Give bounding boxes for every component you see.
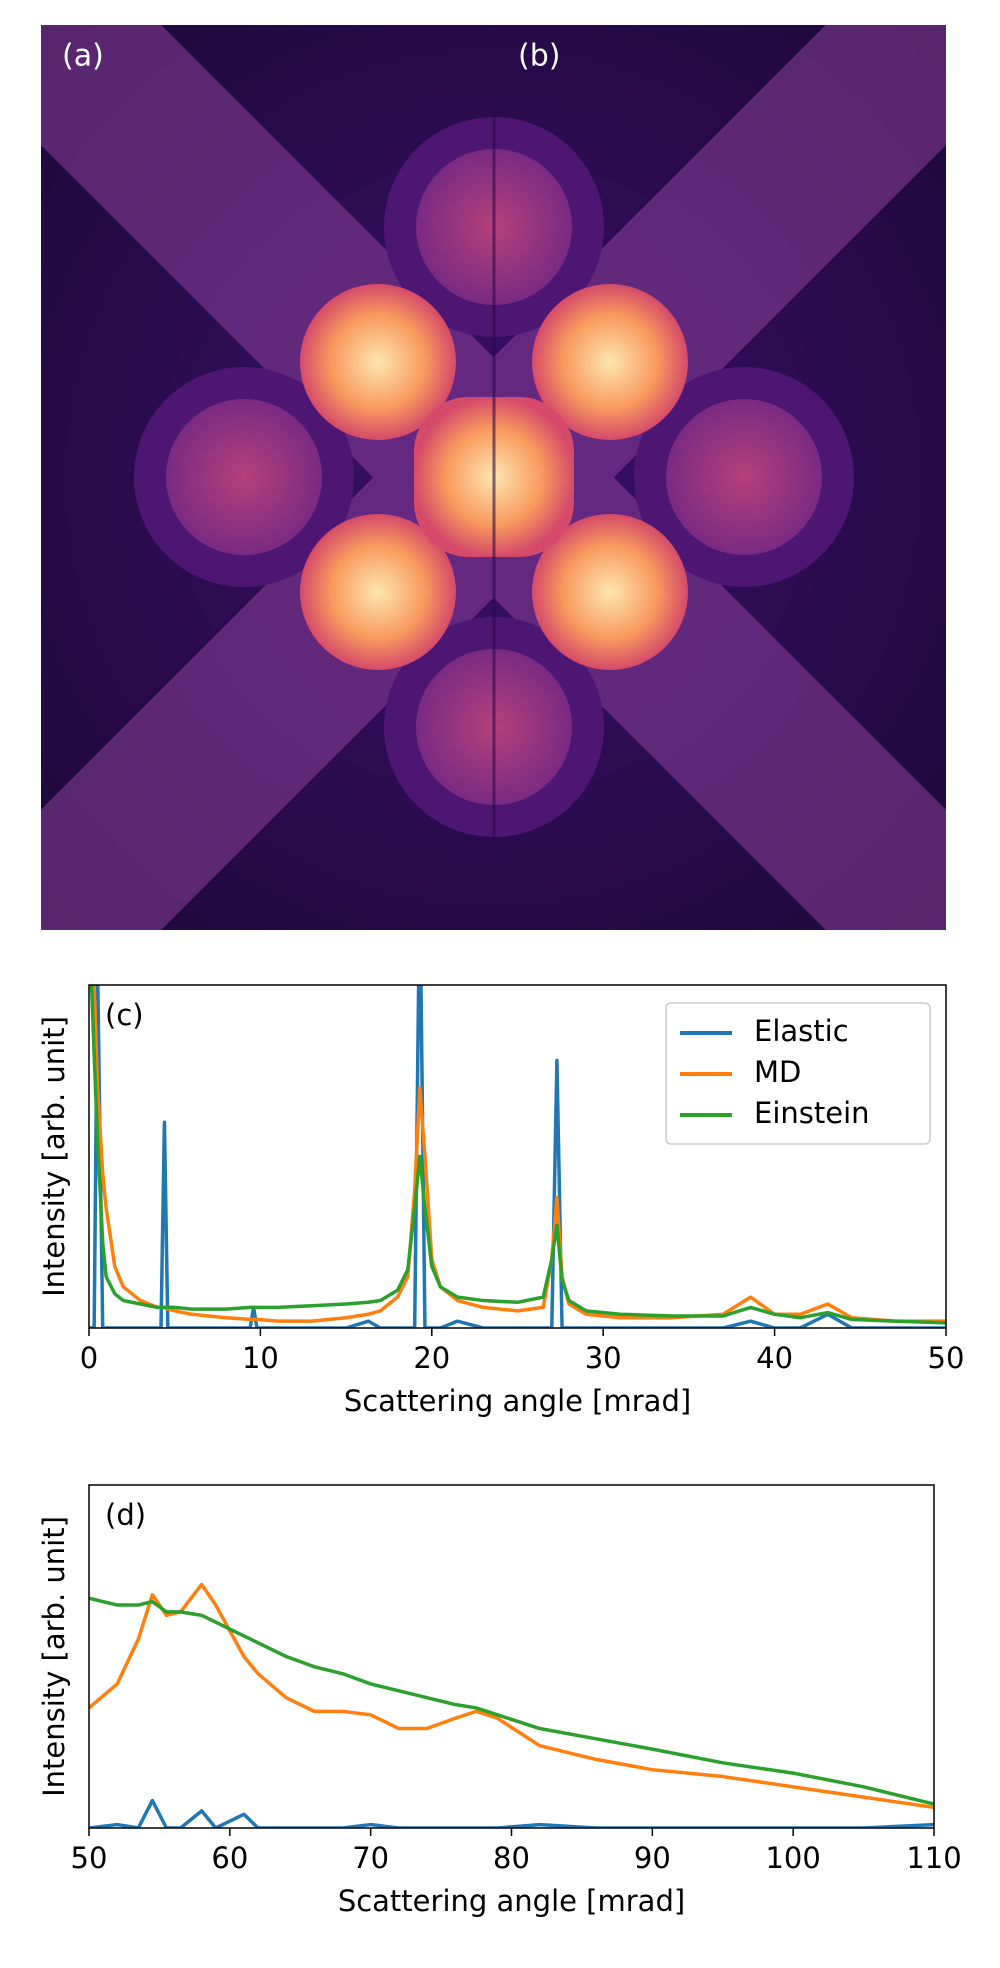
x-tick-label: 70	[352, 1841, 389, 1875]
axes-frame	[88, 984, 947, 1329]
x-tick-label: 0	[80, 1341, 98, 1375]
x-tick-label: 80	[493, 1841, 530, 1875]
x-tick-label: 90	[634, 1841, 671, 1875]
series-line	[89, 1798, 934, 1828]
legend-box	[665, 1002, 931, 1145]
x-tick-label: 40	[756, 1341, 793, 1375]
y-axis-label: Intensity [arb. unit]	[37, 1516, 71, 1797]
x-tick-label: 110	[906, 1841, 961, 1875]
series-line	[89, 1582, 934, 1810]
panel-label: (b)	[518, 39, 560, 74]
panel-label: (c)	[105, 998, 144, 1032]
legend-label: Einstein	[754, 1096, 870, 1130]
x-axis-label: Scattering angle [mrad]	[344, 1384, 691, 1418]
series-line	[89, 985, 946, 1325]
x-tick-label: 20	[413, 1341, 450, 1375]
series-line	[89, 1596, 934, 1806]
panel-label: (a)	[62, 39, 104, 74]
x-axis-label: Scattering angle [mrad]	[338, 1884, 685, 1918]
x-tick-label: 10	[242, 1341, 279, 1375]
diffraction-image	[41, 25, 946, 930]
x-tick-label: 60	[211, 1841, 248, 1875]
plot-area	[89, 1582, 934, 1828]
x-tick-label: 100	[765, 1841, 820, 1875]
x-tick-label: 50	[928, 1341, 965, 1375]
legend-label: Elastic	[754, 1014, 849, 1048]
x-tick-label: 50	[71, 1841, 108, 1875]
panel-label: (d)	[105, 1498, 146, 1532]
y-axis-label: Intensity [arb. unit]	[37, 1016, 71, 1297]
x-tick-label: 30	[585, 1341, 622, 1375]
legend-label: MD	[754, 1055, 801, 1089]
plot-area	[89, 985, 946, 1328]
